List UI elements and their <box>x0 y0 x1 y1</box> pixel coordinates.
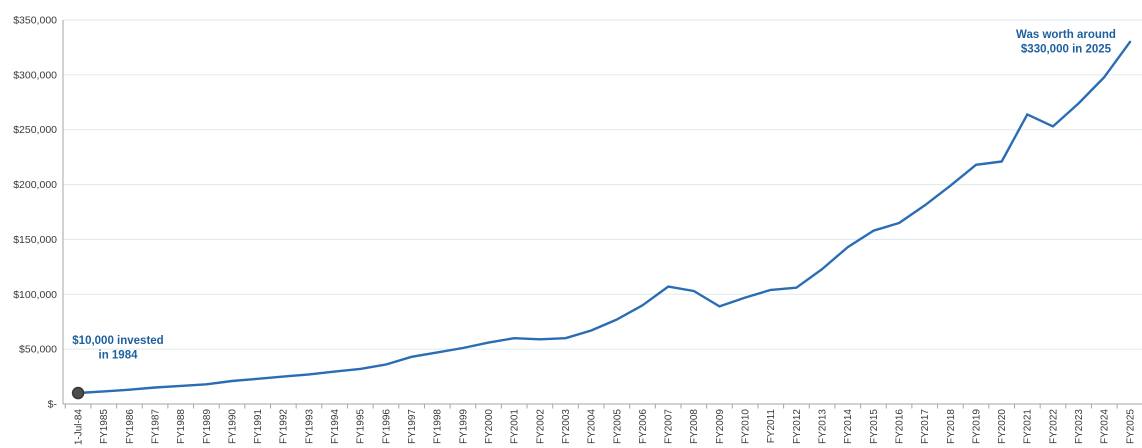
x-tick-label: FY1996 <box>381 409 392 444</box>
x-tick-label: FY1999 <box>458 409 469 444</box>
x-tick-label: FY2017 <box>920 409 931 444</box>
y-tick-label: $50,000 <box>19 344 57 356</box>
x-tick-label: FY1997 <box>407 409 418 444</box>
x-tick-label: FY1990 <box>227 409 238 444</box>
annotation-start: $10,000 invested in 1984 <box>72 335 163 362</box>
x-tick-label: FY1988 <box>176 409 187 444</box>
x-tick-label: FY2025 <box>1125 409 1136 444</box>
x-tick-label: FY2010 <box>741 409 752 444</box>
y-tick-label: $150,000 <box>13 234 57 246</box>
x-tick-label: FY2012 <box>792 409 803 444</box>
y-tick-label: $350,000 <box>13 15 57 27</box>
x-tick-label: FY2013 <box>817 409 828 444</box>
x-tick-label: FY2023 <box>1074 409 1085 444</box>
x-tick-label: FY2000 <box>484 409 495 444</box>
x-tick-label: FY2024 <box>1100 409 1111 444</box>
x-tick-label: 1-Jul-84 <box>74 409 85 446</box>
start-point-marker <box>71 386 85 400</box>
x-tick-label: FY2014 <box>843 409 854 444</box>
x-tick-label: FY1992 <box>279 409 290 444</box>
x-tick-label: FY1989 <box>202 409 213 444</box>
x-tick-label: FY2005 <box>612 409 623 444</box>
x-tick-label: FY2016 <box>894 409 905 444</box>
x-tick-label: FY1995 <box>356 409 367 444</box>
x-axis-labels: 1-Jul-84 FY1985 FY1986 FY1987 FY1988 FY1989 FY… <box>74 409 1137 446</box>
y-gridlines <box>63 19 1142 350</box>
y-tick-label: $- <box>48 399 58 411</box>
x-tick-label: FY2001 <box>510 409 521 444</box>
x-tick-label: FY2022 <box>1048 409 1059 444</box>
x-axis-ticks <box>64 404 1118 409</box>
y-tick-label: $100,000 <box>13 289 57 301</box>
x-tick-label: FY1986 <box>125 409 136 444</box>
x-tick-label: FY1991 <box>253 409 264 444</box>
x-tick-label: FY2018 <box>946 409 957 444</box>
annotation-end: Was worth around $330,000 in 2025 <box>1016 29 1116 56</box>
x-tick-label: FY2006 <box>638 409 649 444</box>
x-tick-label: FY2008 <box>689 409 700 444</box>
y-tick-label: $300,000 <box>13 69 57 81</box>
x-tick-label: FY2009 <box>715 409 726 444</box>
y-tick-label: $250,000 <box>13 124 57 136</box>
x-tick-label: FY2003 <box>561 409 572 444</box>
series-line <box>76 40 1132 395</box>
x-tick-label: FY2011 <box>766 409 777 444</box>
x-tick-label: FY2002 <box>535 409 546 444</box>
axes <box>62 20 1142 405</box>
x-tick-label: FY2015 <box>869 409 880 444</box>
x-tick-label: FY2020 <box>997 409 1008 444</box>
x-tick-label: FY2019 <box>971 409 982 444</box>
x-tick-label: FY1993 <box>304 409 315 444</box>
x-tick-label: FY2007 <box>664 409 675 444</box>
x-tick-label: FY1985 <box>99 409 110 444</box>
x-tick-label: FY1994 <box>330 409 341 444</box>
y-axis-labels: $350,000 $300,000 $250,000 $200,000 $150,000… <box>13 15 57 411</box>
x-tick-label: FY1998 <box>433 409 444 444</box>
y-tick-label: $200,000 <box>13 179 57 191</box>
x-tick-label: FY2004 <box>587 409 598 444</box>
x-tick-label: FY2021 <box>1023 409 1034 444</box>
x-tick-label: FY1987 <box>150 409 161 444</box>
